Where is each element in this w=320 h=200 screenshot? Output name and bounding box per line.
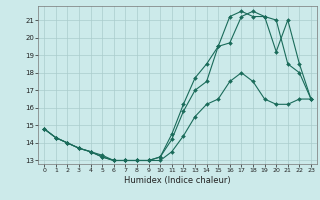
X-axis label: Humidex (Indice chaleur): Humidex (Indice chaleur): [124, 176, 231, 185]
